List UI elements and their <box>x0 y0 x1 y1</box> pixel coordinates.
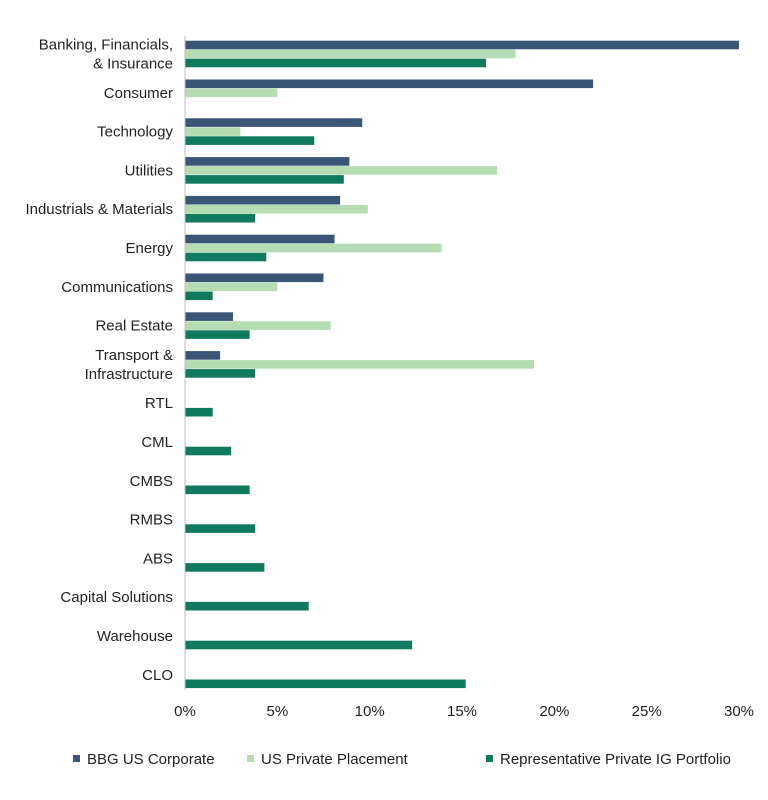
category-label: Infrastructure <box>85 366 173 383</box>
bar-2-14 <box>185 601 309 611</box>
category-label: CMBS <box>130 473 173 490</box>
bar-1-3 <box>185 166 498 175</box>
category-label: Energy <box>125 240 173 257</box>
x-tick-label: 20% <box>539 703 569 720</box>
bar-2-2 <box>185 136 315 145</box>
category-label: Industrials & Materials <box>25 201 173 218</box>
category-label: Communications <box>61 279 173 296</box>
legend-swatch-0 <box>73 755 80 762</box>
bar-1-5 <box>185 243 442 253</box>
bar-2-10 <box>185 446 232 456</box>
bar-1-0 <box>185 49 516 59</box>
legend-swatch-2 <box>486 755 493 762</box>
category-label: & Insurance <box>93 56 173 73</box>
x-tick-label: 30% <box>724 703 754 720</box>
bar-2-15 <box>185 640 413 650</box>
bar-1-8 <box>185 360 535 369</box>
bar-0-0 <box>185 40 739 50</box>
category-label: Utilities <box>125 162 173 179</box>
bar-1-7 <box>185 321 331 330</box>
bar-1-6 <box>185 282 278 292</box>
x-tick-label: 0% <box>174 703 196 720</box>
bar-0-5 <box>185 234 335 244</box>
category-label: Banking, Financials, <box>39 37 173 54</box>
legend: BBG US Corporate US Private Placement Repr… <box>73 751 731 768</box>
x-tick-label: 15% <box>447 703 477 720</box>
category-labels: Banking, Financials, & Insurance Consumer T… <box>25 37 173 684</box>
bar-2-5 <box>185 252 267 262</box>
bar-0-1 <box>185 79 594 89</box>
bar-2-8 <box>185 369 256 378</box>
bar-1-2 <box>185 127 241 136</box>
category-label: Technology <box>97 124 173 141</box>
category-label: Consumer <box>104 85 173 102</box>
category-label: ABS <box>143 550 173 567</box>
x-tick-labels: 0% 5% 10% 15% 20% 25% 30% <box>174 703 754 720</box>
category-label: CLO <box>142 667 173 684</box>
legend-swatch-1 <box>247 755 254 762</box>
legend-label-0: BBG US Corporate <box>87 751 215 768</box>
bar-2-4 <box>185 213 256 223</box>
legend-label-2: Representative Private IG Portfolio <box>500 751 731 768</box>
bar-1-1 <box>185 88 278 98</box>
category-label: CML <box>141 434 173 451</box>
legend-label-1: US Private Placement <box>261 751 409 768</box>
category-label: RTL <box>145 395 173 412</box>
x-tick-label: 25% <box>632 703 662 720</box>
bar-2-6 <box>185 291 213 301</box>
bar-0-7 <box>185 312 234 321</box>
bar-2-7 <box>185 330 250 339</box>
bar-0-3 <box>185 157 350 166</box>
bar-0-4 <box>185 195 341 205</box>
bar-2-9 <box>185 407 213 417</box>
category-label: Transport & <box>95 347 173 364</box>
category-label: Real Estate <box>95 318 173 335</box>
bar-2-13 <box>185 563 265 572</box>
bar-2-16 <box>185 679 466 689</box>
bar-2-11 <box>185 485 250 495</box>
x-tick-label: 5% <box>266 703 288 720</box>
x-tick-label: 10% <box>355 703 385 720</box>
bar-0-6 <box>185 273 324 283</box>
bar-0-8 <box>185 351 221 360</box>
bar-1-4 <box>185 204 368 214</box>
bars-group <box>185 40 739 689</box>
bar-2-0 <box>185 58 487 68</box>
bar-2-3 <box>185 175 344 184</box>
bar-2-12 <box>185 524 256 533</box>
category-label: RMBS <box>130 512 173 529</box>
category-label: Capital Solutions <box>60 589 173 606</box>
category-label: Warehouse <box>97 628 173 645</box>
bar-0-2 <box>185 118 363 127</box>
